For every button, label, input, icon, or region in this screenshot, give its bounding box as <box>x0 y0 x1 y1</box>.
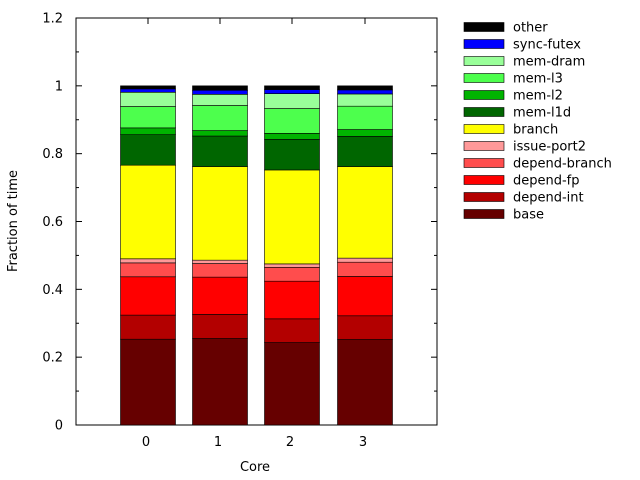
bars <box>120 85 393 426</box>
y-tick-label: 0.2 <box>42 351 63 366</box>
legend-swatch-branch <box>463 124 505 134</box>
bar-depend-branch-core-2 <box>264 266 320 282</box>
bar-base-core-3 <box>337 339 393 426</box>
legend-swatch-depend-int <box>463 192 505 202</box>
x-axis-label: Core <box>240 460 270 475</box>
legend-label-other: other <box>513 21 548 36</box>
bar-mem-l3-core-2 <box>264 108 320 134</box>
legend-label-depend-int: depend-int <box>513 191 584 206</box>
y-tick-label: 0.8 <box>42 147 63 162</box>
legend-label-issue-port2: issue-port2 <box>513 140 586 155</box>
bar-sync-futex-core-1 <box>192 89 248 95</box>
bar-mem-l1d-core-3 <box>337 136 393 167</box>
legend-swatch-mem-l1d <box>463 107 505 117</box>
bar-base-core-2 <box>264 342 320 426</box>
y-axis: 0 0.2 0.4 0.6 0.8 1 1.2 <box>42 12 437 434</box>
bar-mem-dram-core-2 <box>264 93 320 109</box>
bar-mem-l3-core-1 <box>192 105 248 131</box>
y-tick-label: 1 <box>55 79 63 94</box>
y-tick-label: 0.4 <box>42 283 63 298</box>
bar-issue-port2-core-1 <box>192 259 248 264</box>
legend-label-mem-l1d: mem-l1d <box>513 106 571 121</box>
bar-mem-l2-core-1 <box>192 130 248 137</box>
bar-sync-futex-core-0 <box>120 88 176 93</box>
legend-swatch-other <box>463 22 505 32</box>
bar-mem-l3-core-0 <box>120 106 176 129</box>
bar-depend-int-core-1 <box>192 314 248 339</box>
bar-branch-core-1 <box>192 166 248 261</box>
bar-issue-port2-core-2 <box>264 263 320 268</box>
bar-depend-fp-core-0 <box>120 276 176 316</box>
y-tick-label: 0.6 <box>42 215 63 230</box>
bar-mem-dram-core-3 <box>337 93 393 107</box>
bar-depend-int-core-3 <box>337 315 393 340</box>
x-tick-label: 0 <box>142 435 150 450</box>
legend-swatch-issue-port2 <box>463 141 505 151</box>
bar-mem-l1d-core-0 <box>120 134 176 166</box>
bar-branch-core-2 <box>264 169 320 265</box>
legend-swatch-depend-branch <box>463 158 505 168</box>
x-tick-label: 1 <box>214 435 222 450</box>
bar-other-core-1 <box>192 85 248 91</box>
x-tick-label: 2 <box>286 435 294 450</box>
legend-swatch-mem-dram <box>463 56 505 66</box>
bar-issue-port2-core-3 <box>337 257 393 263</box>
legend-swatch-mem-l2 <box>463 90 505 100</box>
bar-depend-fp-core-2 <box>264 280 320 320</box>
legend: other sync-futex mem-dram mem-l3 mem-l2 mem-l… <box>463 21 612 223</box>
y-tick-label: 0 <box>55 419 63 434</box>
legend-label-base: base <box>513 208 544 223</box>
bar-mem-dram-core-0 <box>120 91 176 107</box>
legend-label-mem-l2: mem-l2 <box>513 89 563 104</box>
bar-depend-fp-core-1 <box>192 276 248 315</box>
bar-mem-l2-core-3 <box>337 129 393 137</box>
legend-label-depend-fp: depend-fp <box>513 174 580 189</box>
bar-mem-l2-core-2 <box>264 133 320 140</box>
x-tick-label: 3 <box>359 435 367 450</box>
legend-swatch-sync-futex <box>463 39 505 49</box>
bar-branch-core-3 <box>337 166 393 259</box>
y-tick-label: 1.2 <box>42 12 63 27</box>
bar-sync-futex-core-3 <box>337 89 393 95</box>
legend-label-mem-l3: mem-l3 <box>513 72 563 87</box>
y-axis-label: Fraction of time <box>6 170 21 272</box>
bar-base-core-1 <box>192 338 248 426</box>
bar-other-core-3 <box>337 85 393 91</box>
bar-base-core-0 <box>120 338 176 426</box>
bar-branch-core-0 <box>120 164 176 260</box>
bar-issue-port2-core-0 <box>120 258 176 264</box>
bar-other-core-2 <box>264 85 320 90</box>
bar-depend-int-core-0 <box>120 314 176 340</box>
legend-label-mem-dram: mem-dram <box>513 55 585 70</box>
legend-swatch-base <box>463 209 505 219</box>
bar-mem-l2-core-0 <box>120 127 176 135</box>
legend-label-branch: branch <box>513 123 558 138</box>
bar-depend-fp-core-3 <box>337 276 393 317</box>
bar-depend-int-core-2 <box>264 318 320 343</box>
legend-label-sync-futex: sync-futex <box>513 38 581 53</box>
bar-mem-l1d-core-2 <box>264 139 320 171</box>
bar-depend-branch-core-1 <box>192 263 248 278</box>
bar-mem-l1d-core-1 <box>192 135 248 167</box>
bar-sync-futex-core-2 <box>264 89 320 94</box>
bar-mem-l3-core-3 <box>337 105 393 130</box>
bar-other-core-0 <box>120 85 176 90</box>
bar-depend-branch-core-3 <box>337 261 393 277</box>
bar-depend-branch-core-0 <box>120 262 176 278</box>
bar-mem-dram-core-1 <box>192 94 248 106</box>
legend-swatch-depend-fp <box>463 175 505 185</box>
legend-swatch-mem-l3 <box>463 73 505 83</box>
legend-label-depend-branch: depend-branch <box>513 157 612 172</box>
